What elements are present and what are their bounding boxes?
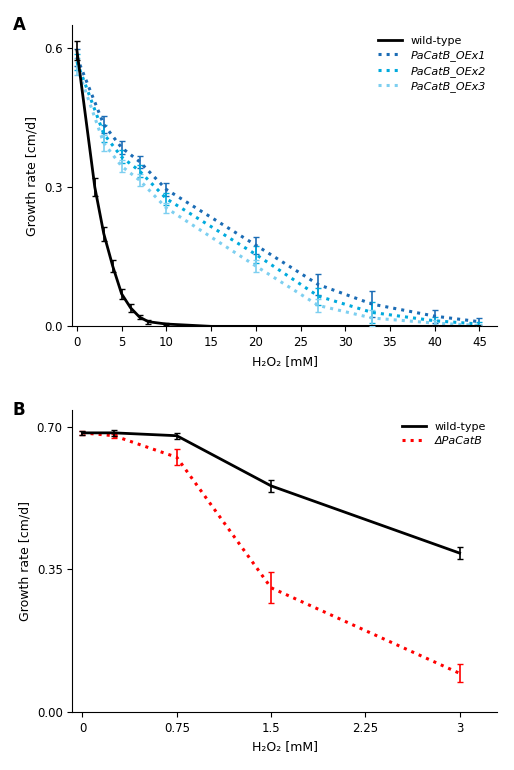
Text: B: B [13, 401, 26, 420]
X-axis label: H₂O₂ [mM]: H₂O₂ [mM] [252, 740, 318, 753]
Y-axis label: Growth rate [cm/d]: Growth rate [cm/d] [18, 501, 31, 621]
Y-axis label: Growth rate [cm/d]: Growth rate [cm/d] [26, 116, 39, 236]
Legend: wild-type, ΔPaCatB: wild-type, ΔPaCatB [396, 416, 492, 451]
X-axis label: H₂O₂ [mM]: H₂O₂ [mM] [252, 355, 318, 367]
Legend: wild-type, PaCatB_OEx1, PaCatB_OEx2, PaCatB_OEx3: wild-type, PaCatB_OEx1, PaCatB_OEx2, PaC… [372, 30, 492, 98]
Text: A: A [13, 15, 26, 34]
